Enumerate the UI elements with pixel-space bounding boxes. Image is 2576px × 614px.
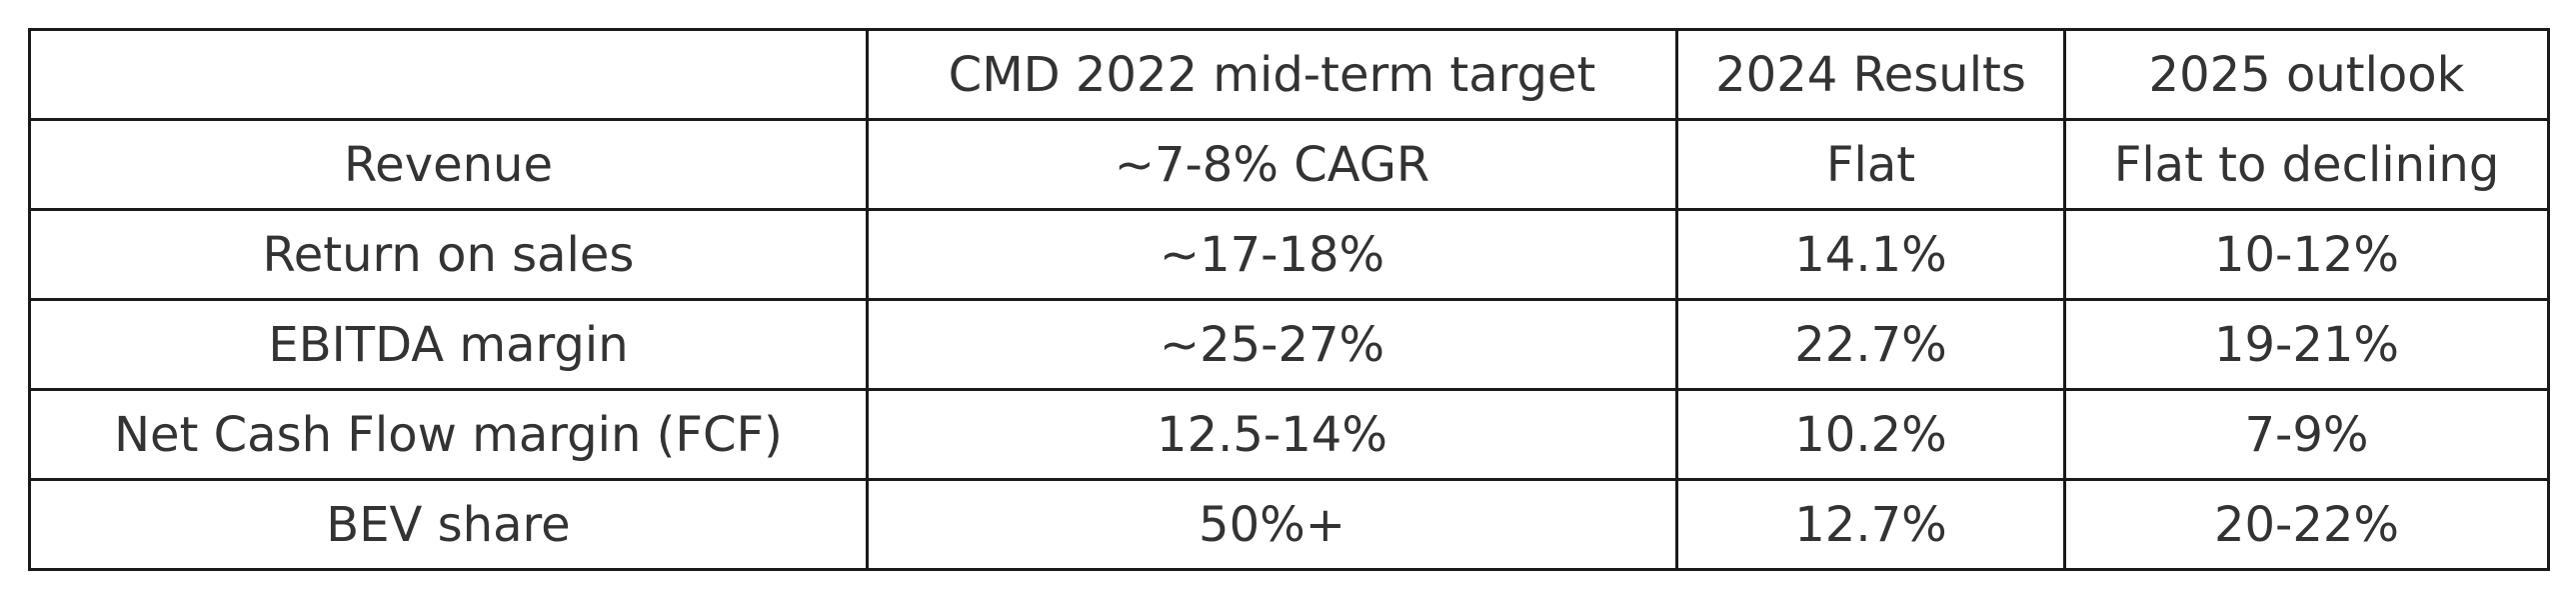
row-label: EBITDA margin (28, 298, 869, 391)
table-cell: 50%+ (866, 478, 1678, 571)
table-cell: ~7-8% CAGR (866, 118, 1678, 211)
table-cell: 12.7% (1675, 478, 2066, 571)
header-row: CMD 2022 mid-term target 2024 Results 20… (28, 28, 2550, 121)
financial-targets-table: CMD 2022 mid-term target 2024 Results 20… (28, 28, 2550, 571)
table-cell: Flat (1675, 118, 2066, 211)
row-label: BEV share (28, 478, 869, 571)
table-cell: 20-22% (2063, 478, 2550, 571)
table-row-revenue: Revenue ~7-8% CAGR Flat Flat to declinin… (28, 118, 2550, 211)
table-cell: 7-9% (2063, 388, 2550, 481)
row-label: Revenue (28, 118, 869, 211)
row-label: Return on sales (28, 208, 869, 301)
header-cell-2025-outlook: 2025 outlook (2063, 28, 2550, 121)
table-cell: ~25-27% (866, 298, 1678, 391)
table-cell: 14.1% (1675, 208, 2066, 301)
header-cell-2024-results: 2024 Results (1675, 28, 2066, 121)
table-cell: Flat to declining (2063, 118, 2550, 211)
financial-targets-table-container: CMD 2022 mid-term target 2024 Results 20… (28, 28, 2550, 571)
table-row-return-on-sales: Return on sales ~17-18% 14.1% 10-12% (28, 208, 2550, 301)
row-label: Net Cash Flow margin (FCF) (28, 388, 869, 481)
table-cell: 12.5-14% (866, 388, 1678, 481)
header-cell-metric (28, 28, 869, 121)
table-cell: 19-21% (2063, 298, 2550, 391)
table-row-bev-share: BEV share 50%+ 12.7% 20-22% (28, 478, 2550, 571)
table-cell: 10-12% (2063, 208, 2550, 301)
table-cell: 10.2% (1675, 388, 2066, 481)
table-cell: ~17-18% (866, 208, 1678, 301)
table-cell: 22.7% (1675, 298, 2066, 391)
table-row-ebitda-margin: EBITDA margin ~25-27% 22.7% 19-21% (28, 298, 2550, 391)
header-cell-cmd-2022-target: CMD 2022 mid-term target (866, 28, 1678, 121)
table-row-net-cash-flow-margin: Net Cash Flow margin (FCF) 12.5-14% 10.2… (28, 388, 2550, 481)
